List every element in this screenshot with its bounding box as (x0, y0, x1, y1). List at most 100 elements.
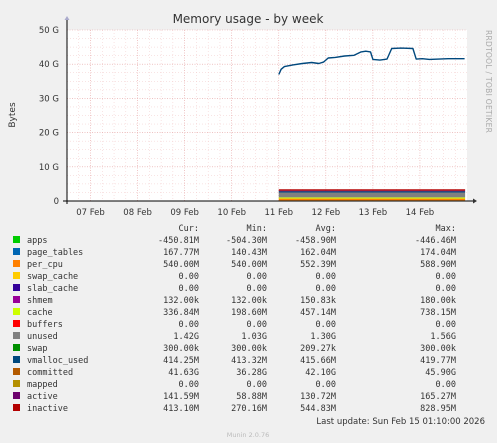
y-axis-label: Bytes (8, 102, 18, 128)
legend-min-cache: 198.60M (231, 308, 267, 318)
legend-cur-swap_cache: 0.00 (179, 272, 199, 282)
legend-min-swap: 300.00k (231, 344, 267, 354)
legend-cur-page_tables: 167.77M (163, 248, 199, 258)
legend-swatch-swap (13, 344, 20, 351)
legend-min-committed: 36.28G (236, 368, 267, 378)
legend-avg-cache: 457.14M (300, 308, 336, 318)
x-tick-label: 07 Feb (76, 208, 105, 218)
legend-avg-committed: 42.10G (305, 368, 336, 378)
legend-max-cache: 738.15M (420, 308, 456, 318)
legend-name-mapped: mapped (27, 380, 58, 390)
y-tick-label: 40 G (39, 60, 59, 70)
series-cache-area (278, 197, 466, 199)
legend-min-swap_cache: 0.00 (247, 272, 267, 282)
legend-name-unused: unused (27, 332, 58, 342)
legend-avg-swap: 209.27k (300, 344, 336, 354)
series-active-area (278, 190, 466, 192)
series-vmalloc_used-area (278, 191, 466, 193)
legend-column-header: Avg: (316, 224, 336, 234)
legend-min-unused: 1.03G (241, 332, 267, 342)
legend-name-active: active (27, 392, 58, 402)
series-unused-area (278, 192, 466, 198)
legend-max-shmem: 180.00k (420, 296, 456, 306)
legend-avg-apps: -458.90M (295, 236, 336, 246)
legend-swatch-unused (13, 332, 20, 339)
chart-title: Memory usage - by week (173, 12, 324, 26)
legend-avg-active: 130.72M (300, 392, 336, 402)
legend-max-unused: 1.56G (430, 332, 456, 342)
legend-avg-shmem: 150.83k (300, 296, 336, 306)
legend-max-slab_cache: 0.00 (436, 284, 456, 294)
last-update: Last update: Sun Feb 15 01:10:00 2026 (316, 417, 485, 427)
legend-avg-inactive: 544.83M (300, 404, 336, 414)
legend-min-vmalloc_used: 413.32M (231, 356, 267, 366)
legend-cur-buffers: 0.00 (179, 320, 199, 330)
legend-min-slab_cache: 0.00 (247, 284, 267, 294)
x-axis-arrow (473, 198, 477, 204)
legend-swatch-vmalloc_used (13, 356, 20, 363)
legend-max-committed: 45.90G (425, 368, 456, 378)
legend-max-swap: 300.00k (420, 344, 456, 354)
x-tick-label: 11 Feb (264, 208, 293, 218)
legend-name-per_cpu: per_cpu (27, 260, 63, 270)
legend-cur-committed: 41.63G (168, 368, 199, 378)
legend-name-apps: apps (27, 236, 47, 246)
legend-min-inactive: 270.16M (231, 404, 267, 414)
legend-cur-swap: 300.00k (163, 344, 199, 354)
y-tick-label: 10 G (39, 163, 59, 173)
legend-swatch-mapped (13, 380, 20, 387)
legend-avg-swap_cache: 0.00 (316, 272, 336, 282)
legend-swatch-cache (13, 308, 20, 315)
legend-name-slab_cache: slab_cache (27, 284, 78, 294)
legend-max-buffers: 0.00 (436, 320, 456, 330)
legend-min-buffers: 0.00 (247, 320, 267, 330)
y-tick-label: 20 G (39, 129, 59, 139)
series-committed-line (278, 47, 465, 75)
legend-cur-apps: -450.81M (158, 236, 199, 246)
legend-swatch-shmem (13, 296, 20, 303)
legend-swatch-per_cpu (13, 260, 20, 267)
legend-name-page_tables: page_tables (27, 248, 83, 258)
series-per_cpu-area (278, 198, 466, 201)
legend-cur-unused: 1.42G (173, 332, 199, 342)
plot-area: 0 10 G 20 G 30 G 40 G 50 G 07 Feb 08 Feb 09 Feb 1… (39, 16, 477, 218)
legend-avg-per_cpu: 552.39M (300, 260, 336, 270)
legend-max-swap_cache: 0.00 (436, 272, 456, 282)
legend-cur-cache: 336.84M (163, 308, 199, 318)
legend-min-per_cpu: 540.00M (231, 260, 267, 270)
legend-min-page_tables: 140.43M (231, 248, 267, 258)
legend-swatch-active (13, 392, 20, 399)
legend-min-active: 58.88M (236, 392, 267, 402)
legend-swatch-inactive (13, 404, 20, 411)
legend-max-mapped: 0.00 (436, 380, 456, 390)
legend-name-inactive: inactive (27, 404, 68, 414)
legend-cur-vmalloc_used: 414.25M (163, 356, 199, 366)
legend-name-swap: swap (27, 344, 47, 354)
legend-name-shmem: shmem (27, 296, 53, 306)
legend-swatch-swap_cache (13, 272, 20, 279)
legend-name-vmalloc_used: vmalloc_used (27, 356, 88, 366)
legend-max-apps: -446.46M (415, 236, 456, 246)
legend-max-active: 165.27M (420, 392, 456, 402)
legend-avg-buffers: 0.00 (316, 320, 336, 330)
legend-column-header: Min: (247, 224, 267, 234)
legend-avg-mapped: 0.00 (316, 380, 336, 390)
legend-max-page_tables: 174.04M (420, 248, 456, 258)
legend: Cur: Min: Avg: Max: apps -450.81M -504.30M -458… (13, 224, 456, 414)
legend-name-buffers: buffers (27, 320, 63, 330)
x-tick-label: 09 Feb (170, 208, 199, 218)
legend-avg-slab_cache: 0.00 (316, 284, 336, 294)
legend-min-apps: -504.30M (226, 236, 267, 246)
legend-column-header: Cur: (179, 224, 199, 234)
x-tick-label: 14 Feb (406, 208, 435, 218)
legend-cur-active: 141.59M (163, 392, 199, 402)
legend-max-vmalloc_used: 419.77M (420, 356, 456, 366)
legend-swatch-slab_cache (13, 284, 20, 291)
legend-min-mapped: 0.00 (247, 380, 267, 390)
legend-cur-mapped: 0.00 (179, 380, 199, 390)
legend-name-swap_cache: swap_cache (27, 272, 78, 282)
legend-cur-slab_cache: 0.00 (179, 284, 199, 294)
legend-cur-shmem: 132.00k (163, 296, 199, 306)
legend-max-inactive: 828.95M (420, 404, 456, 414)
